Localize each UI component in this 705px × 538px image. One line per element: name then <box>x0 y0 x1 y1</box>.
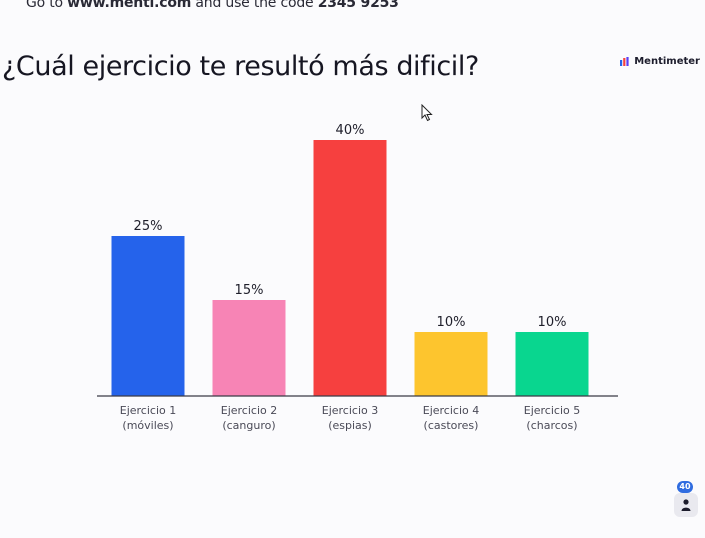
mouse-cursor-icon <box>421 104 433 122</box>
brand-name: Mentimeter <box>634 56 700 67</box>
category-label-4-line-2: (castores) <box>424 419 479 432</box>
mentimeter-brand: Mentimeter <box>620 56 700 67</box>
bar-2 <box>212 300 286 396</box>
bar-value-label-3: 40% <box>336 123 365 138</box>
mentimeter-logo-icon <box>620 57 629 66</box>
bar-value-label-1: 25% <box>134 219 163 234</box>
participant-count: 40 <box>677 481 693 493</box>
bar-1 <box>111 236 185 396</box>
category-label-5-line-2: (charcos) <box>526 419 577 432</box>
question-title: ¿Cuál ejercicio te resultó más dificil? <box>2 51 479 82</box>
category-label-4-line-1: Ejercicio 4 <box>423 404 480 417</box>
category-label-2-line-1: Ejercicio 2 <box>221 404 278 417</box>
category-label-2-line-2: (canguro) <box>222 419 275 432</box>
join-instructions: Go to www.menti.com and use the code 234… <box>26 0 399 11</box>
bar-4 <box>414 332 488 396</box>
category-label-5-line-1: Ejercicio 5 <box>524 404 581 417</box>
join-middle: and use the code <box>191 0 318 11</box>
participants-indicator[interactable]: 40 <box>673 481 699 521</box>
join-code: 2345 9253 <box>317 0 399 11</box>
bar-value-label-2: 15% <box>235 283 264 298</box>
person-icon <box>674 493 698 517</box>
bar-5 <box>515 332 589 396</box>
category-label-1-line-2: (móviles) <box>122 419 173 432</box>
category-label-3-line-2: (espias) <box>328 419 372 432</box>
join-prefix: Go to <box>26 0 68 11</box>
bar-value-label-5: 10% <box>538 315 567 330</box>
bar-3 <box>313 140 387 396</box>
category-label-3-line-1: Ejercicio 3 <box>322 404 379 417</box>
category-label-1-line-1: Ejercicio 1 <box>120 404 177 417</box>
join-url[interactable]: www.menti.com <box>67 0 192 11</box>
bar-value-label-4: 10% <box>437 315 466 330</box>
